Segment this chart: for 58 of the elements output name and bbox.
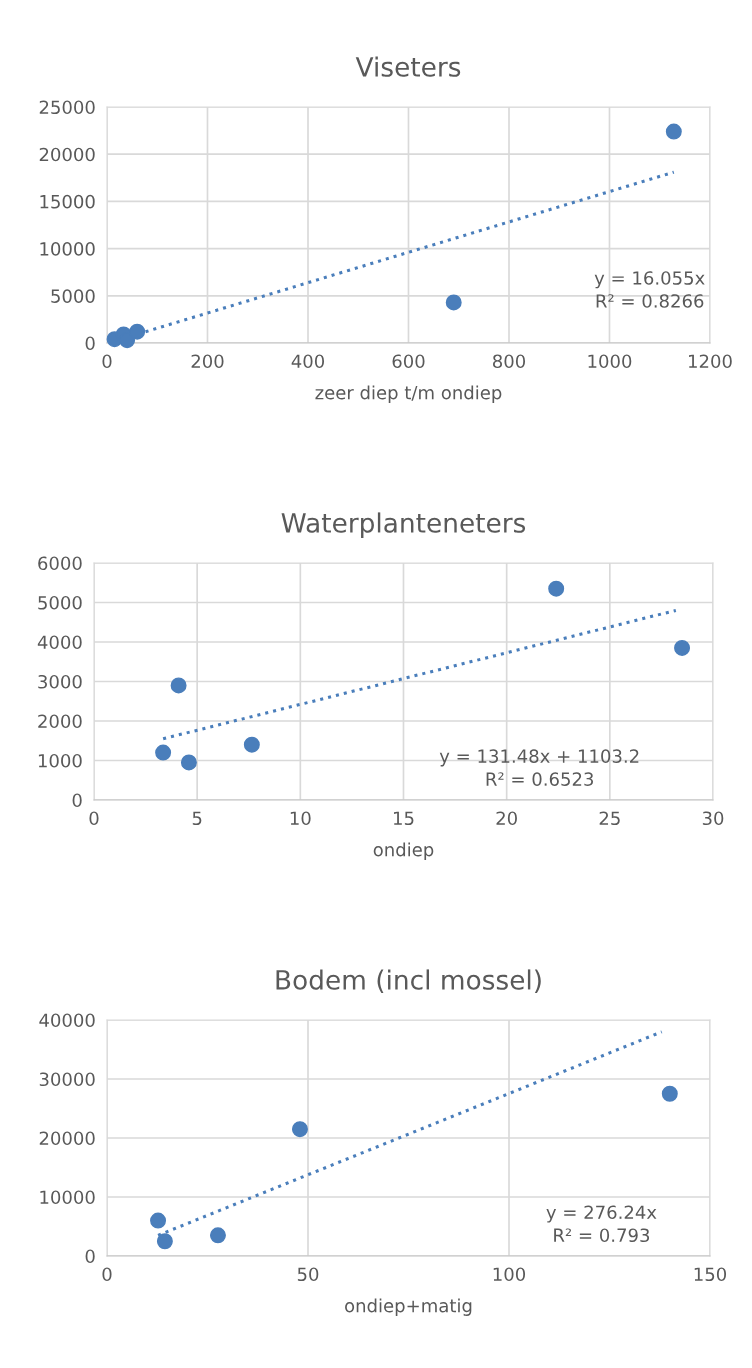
point bbox=[661, 1085, 678, 1102]
y-tick-label: 40000 bbox=[39, 1013, 95, 1028]
x-tick-label: 25 bbox=[599, 811, 620, 826]
x-tick-label: 20 bbox=[496, 811, 517, 826]
point bbox=[445, 294, 462, 311]
annotation: y = 276.24x R² = 0.793 bbox=[546, 1205, 657, 1243]
y-tick-label: 20000 bbox=[39, 1131, 95, 1146]
y-tick-label: 10000 bbox=[40, 1190, 95, 1205]
point bbox=[156, 1233, 173, 1250]
x-tick-label: 600 bbox=[392, 354, 425, 369]
y-tick-label: 4000 bbox=[37, 635, 82, 650]
point bbox=[243, 736, 260, 753]
point bbox=[674, 639, 691, 656]
point bbox=[180, 754, 197, 771]
x-tick-label: 15 bbox=[394, 811, 414, 826]
y-tick-label: 0 bbox=[85, 336, 95, 351]
y-tick-label: 2000 bbox=[38, 714, 82, 729]
x-tick-label: 5 bbox=[192, 811, 202, 826]
x-tick-label: 1000 bbox=[588, 354, 632, 369]
point bbox=[170, 677, 187, 694]
chart-title: Waterplanteneters bbox=[281, 512, 526, 538]
y-tick-label: 5000 bbox=[38, 595, 82, 610]
x-tick-label: 150 bbox=[694, 1267, 727, 1282]
chart-title: Viseters bbox=[355, 56, 461, 77]
point bbox=[129, 323, 146, 340]
point bbox=[209, 1227, 226, 1244]
point bbox=[665, 123, 682, 140]
y-tick-label: 20000 bbox=[39, 147, 95, 162]
y-tick-label: 10000 bbox=[40, 242, 95, 256]
x-tick-label: 100 bbox=[493, 1267, 526, 1282]
annotation: y = 131.48x + 1103.2 R² = 0.6523 bbox=[439, 749, 639, 786]
x-axis-title: zeer diep t/m ondiep bbox=[315, 385, 502, 403]
annotation: y = 16.055x R² = 0.8266 bbox=[594, 271, 705, 308]
y-tick-label: 15000 bbox=[40, 194, 95, 209]
y-tick-label: 3000 bbox=[38, 674, 82, 689]
point bbox=[291, 1121, 308, 1138]
y-tick-label: 6000 bbox=[38, 556, 82, 571]
y-tick-label: 30000 bbox=[39, 1072, 95, 1087]
point bbox=[548, 580, 565, 597]
x-tick-label: 800 bbox=[492, 354, 526, 369]
x-tick-label: 400 bbox=[291, 354, 325, 369]
y-tick-label: 25000 bbox=[39, 100, 95, 115]
chart-title: Bodem (incl mossel) bbox=[276, 969, 541, 993]
y-tick-label: 0 bbox=[85, 1249, 95, 1264]
x-axis-title: ondiep+matig bbox=[345, 1298, 472, 1316]
y-tick-label: 0 bbox=[72, 793, 82, 808]
x-tick-label: 10 bbox=[290, 811, 311, 826]
x-tick-label: 30 bbox=[702, 811, 724, 826]
point bbox=[155, 744, 172, 761]
x-tick-label: 0 bbox=[102, 1267, 112, 1282]
y-tick-label: 5000 bbox=[51, 289, 95, 303]
x-tick-label: 200 bbox=[191, 354, 224, 369]
y-tick-label: 1000 bbox=[38, 753, 82, 768]
x-axis-title: ondiep bbox=[373, 842, 434, 860]
x-tick-label: 0 bbox=[102, 354, 112, 369]
point bbox=[150, 1212, 167, 1229]
x-tick-label: 1200 bbox=[689, 354, 732, 369]
x-tick-label: 50 bbox=[297, 1267, 319, 1282]
